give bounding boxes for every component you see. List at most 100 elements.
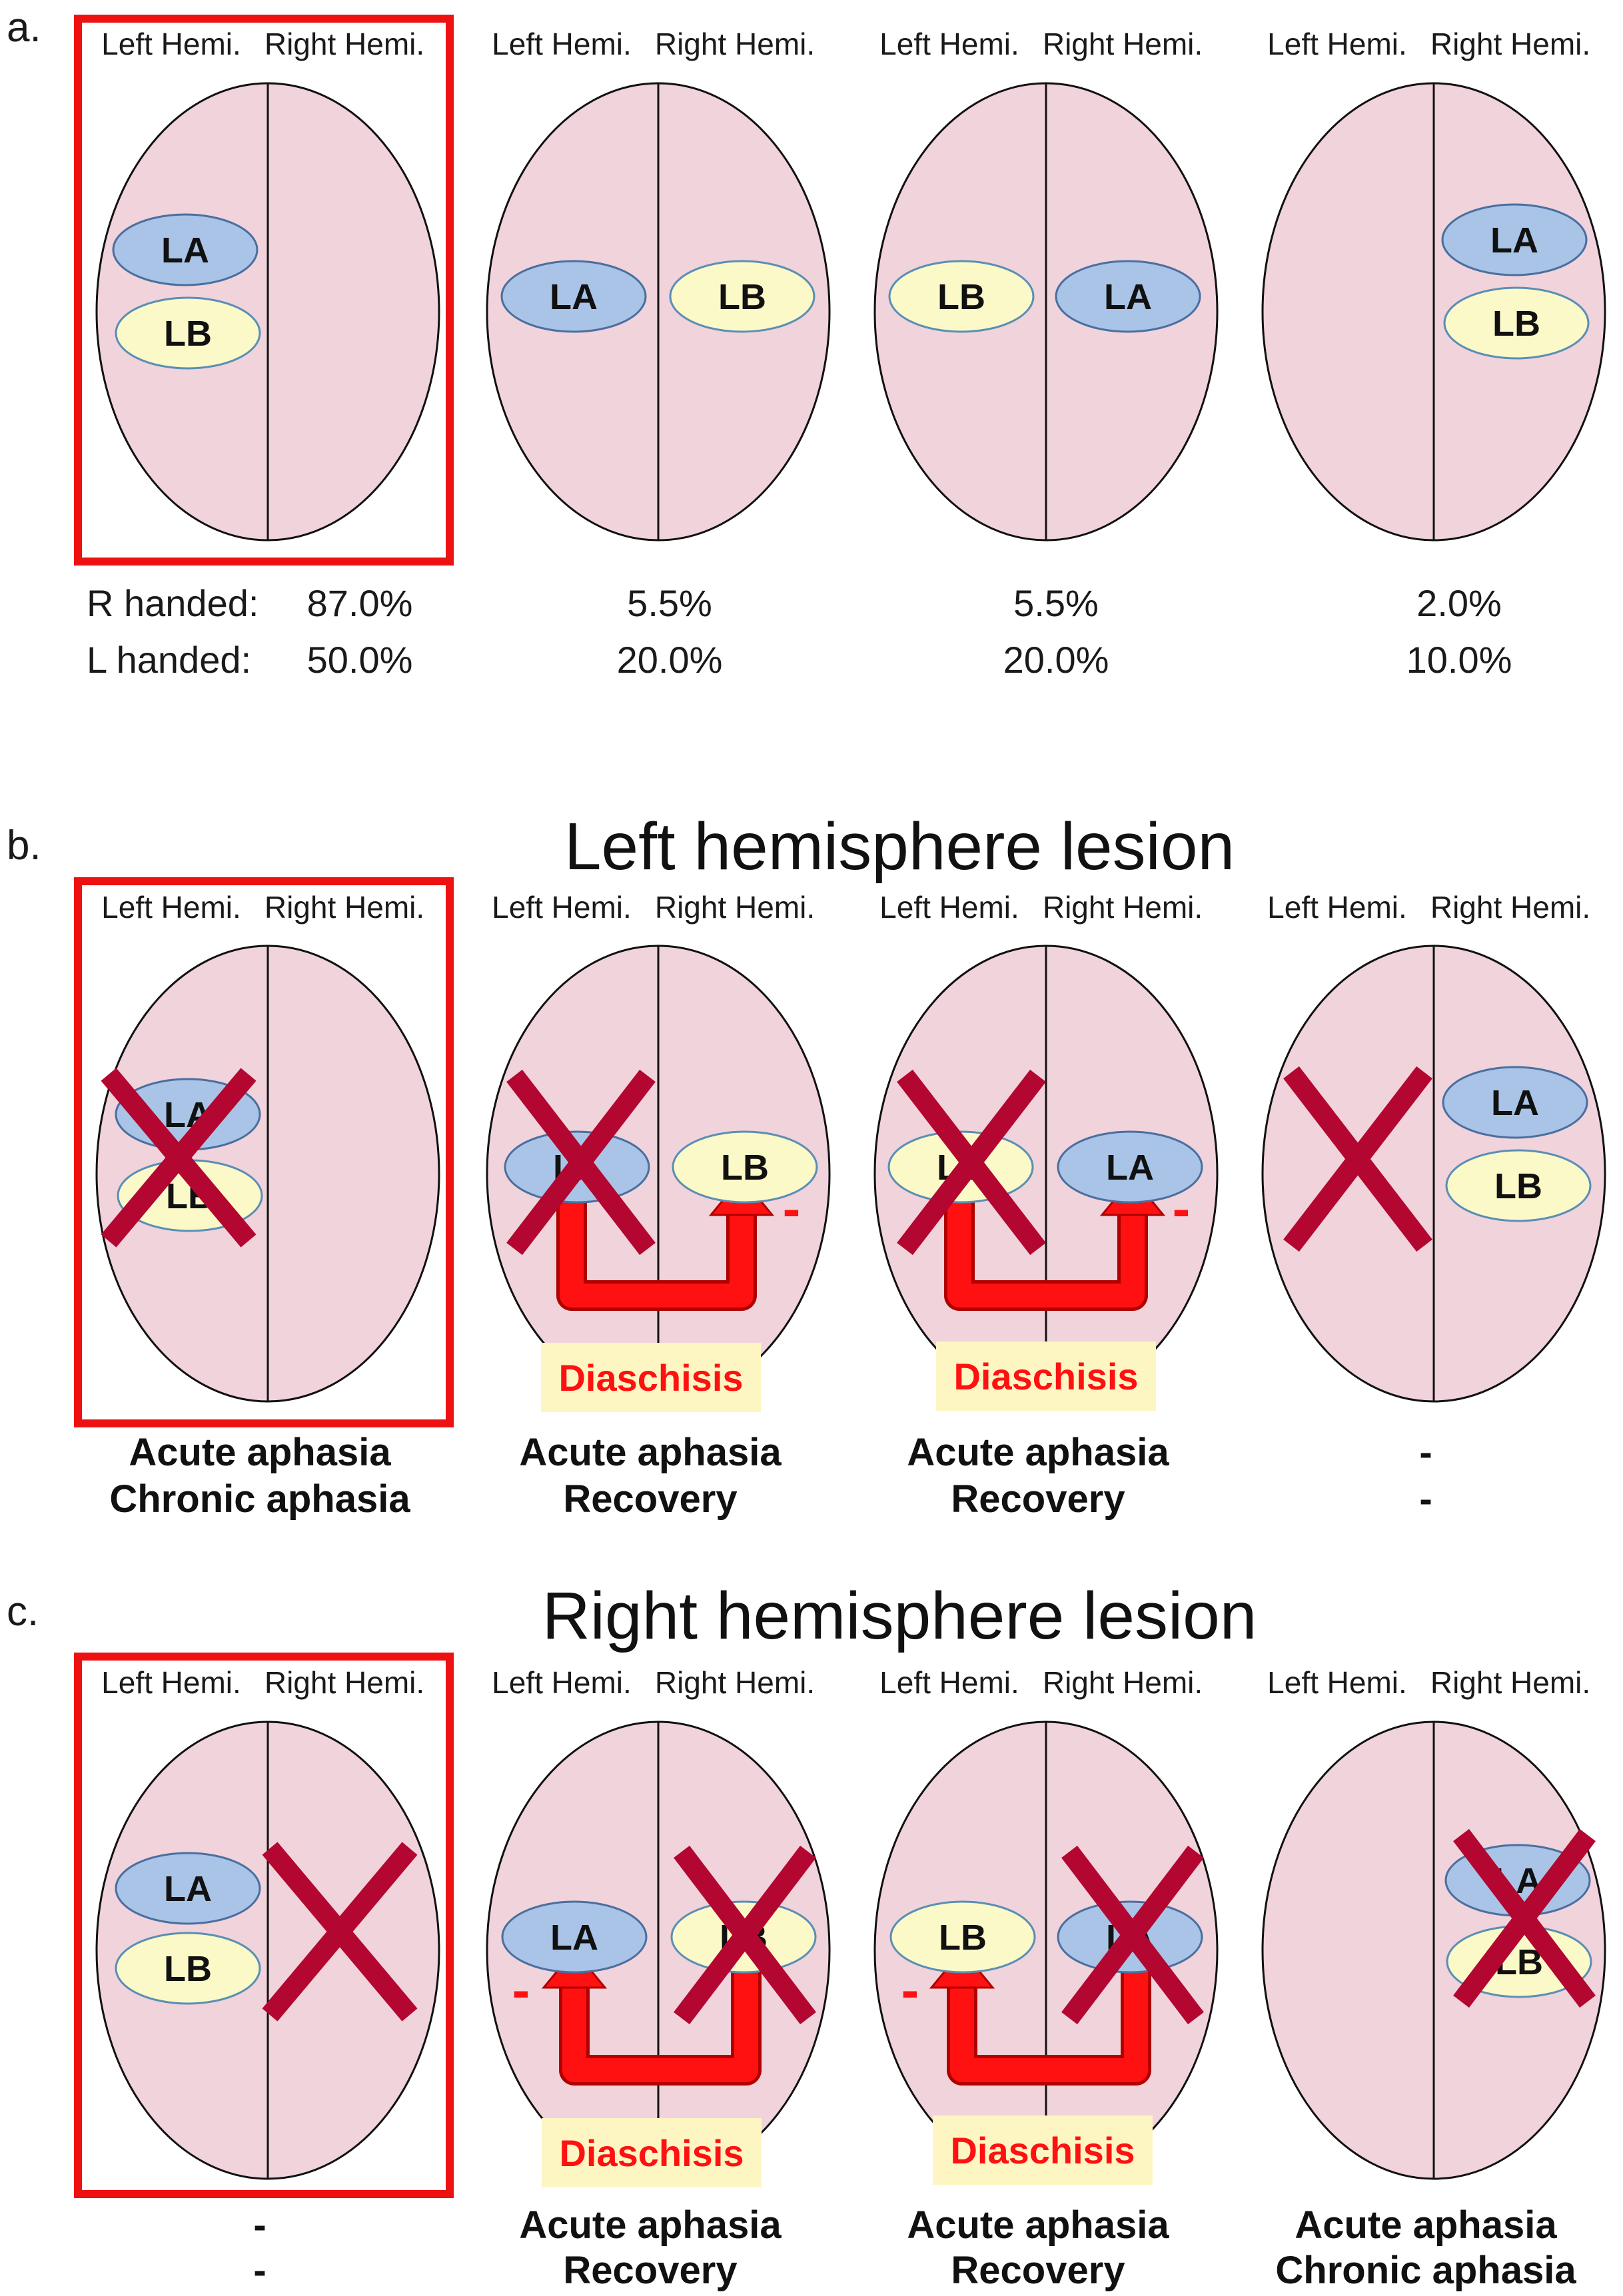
panel-c-letter: c. bbox=[7, 1589, 39, 1635]
a1-la-area bbox=[112, 213, 259, 286]
panel-b-brain-1: Left Hemi. Right Hemi. bbox=[95, 890, 440, 1403]
a3-lb-label: LB bbox=[937, 277, 985, 317]
r-handed-value-2: 5.5% bbox=[627, 582, 712, 624]
a1-la-label: LA bbox=[161, 230, 209, 270]
b4-lesion-x-mark-icon bbox=[1283, 1066, 1432, 1252]
c2-right-hemi-label: Right Hemi. bbox=[655, 1665, 815, 1700]
b2-right-hemi-label: Right Hemi. bbox=[655, 890, 815, 925]
c3-lesion-x-mark-icon bbox=[1061, 1845, 1204, 2025]
b4-la-area bbox=[1442, 1066, 1588, 1139]
panel-a-brain-2: Left Hemi. Right Hemi. bbox=[486, 27, 831, 542]
c3-caption-line-1: Acute aphasia bbox=[907, 2203, 1169, 2247]
a4-la-label: LA bbox=[1490, 220, 1538, 260]
c1-caption-line-2: - bbox=[253, 2249, 266, 2292]
c1-lesion-x-mark-icon bbox=[262, 1842, 418, 2022]
a1-lb-area bbox=[115, 296, 261, 370]
b2-diaschisis-u-turn-arrow-icon-shaft bbox=[560, 1192, 754, 1308]
b4-lb-label: LB bbox=[1494, 1166, 1542, 1206]
b4-lb-area bbox=[1445, 1149, 1592, 1222]
l-handed-value-3: 20.0% bbox=[1003, 639, 1109, 681]
c4-lesion-x-mark-icon bbox=[1453, 1828, 1596, 2008]
panel-c-brain-1: Left Hemi. Right Hemi. bbox=[95, 1665, 440, 2180]
c2-lesion-x-mark-icon bbox=[674, 1845, 816, 2025]
a1-lb-label: LB bbox=[164, 314, 212, 354]
b4-caption-line-2: - bbox=[1419, 1477, 1432, 1521]
panel-b-title: Left hemisphere lesion bbox=[564, 809, 1235, 884]
a3-lb-area bbox=[888, 260, 1035, 333]
a2-lb-area bbox=[669, 260, 815, 333]
a4-lb-label: LB bbox=[1492, 304, 1540, 344]
b1-right-hemi-label: Right Hemi. bbox=[265, 890, 424, 925]
panel-b: b. Left hemisphere lesion Left Hemi. Right … bbox=[7, 809, 1606, 1521]
b4-left-hemi-label: Left Hemi. bbox=[1267, 890, 1407, 925]
a2-la-area bbox=[500, 260, 647, 333]
c2-la-label: LA bbox=[550, 1918, 598, 1958]
panel-c-brain-4: Left Hemi. Right Hemi. bbox=[1261, 1665, 1606, 2180]
b2-lb-area bbox=[672, 1130, 818, 1204]
panel-c-title: Right hemisphere lesion bbox=[542, 1579, 1257, 1653]
b3-la-label: LA bbox=[1106, 1148, 1154, 1188]
c4-left-hemi-label: Left Hemi. bbox=[1267, 1665, 1407, 1700]
c2-left-hemi-label: Left Hemi. bbox=[492, 1665, 632, 1700]
c4-caption-line-1: Acute aphasia bbox=[1295, 2203, 1557, 2247]
b3-right-hemi-label: Right Hemi. bbox=[1043, 890, 1203, 925]
b4-la-label: LA bbox=[1491, 1083, 1539, 1123]
c1-lb-label: LB bbox=[164, 1949, 212, 1989]
l-handed-value-4: 10.0% bbox=[1406, 639, 1512, 681]
panel-a-brain-4: Left Hemi. Right Hemi. bbox=[1261, 27, 1606, 542]
b1-left-hemi-label: Left Hemi. bbox=[101, 890, 241, 925]
a3-la-area bbox=[1055, 260, 1201, 333]
b2-caption-line-2: Recovery bbox=[563, 1477, 737, 1521]
c3-diaschisis-label-bg bbox=[933, 2115, 1153, 2185]
b1-caption-line-1: Acute aphasia bbox=[129, 1431, 391, 1474]
c1-left-hemi-label: Left Hemi. bbox=[101, 1665, 241, 1700]
b2-lesion-x-mark-icon bbox=[506, 1069, 656, 1256]
c2-caption-line-2: Recovery bbox=[563, 2249, 737, 2292]
c2-diaschisis-u-turn-arrow-icon-shaft bbox=[562, 1965, 758, 2082]
r-handed-value-1: 87.0% bbox=[307, 582, 413, 624]
panel-a-highlight-frame bbox=[74, 15, 454, 566]
a2-left-hemi-label: Left Hemi. bbox=[492, 27, 632, 61]
b2-caption-line-1: Acute aphasia bbox=[519, 1431, 782, 1474]
r-handed-value-3: 5.5% bbox=[1013, 582, 1099, 624]
a2-lb-label: LB bbox=[718, 277, 766, 317]
r-handed-label: R handed: bbox=[87, 582, 259, 624]
c2-diaschisis-label-bg bbox=[542, 2118, 762, 2187]
c3-minus-sign: - bbox=[901, 1960, 919, 2020]
c2-la-area bbox=[501, 1900, 648, 1974]
c1-caption-line-1: - bbox=[253, 2203, 266, 2247]
b3-left-hemi-label: Left Hemi. bbox=[879, 890, 1019, 925]
a4-left-hemi-label: Left Hemi. bbox=[1267, 27, 1407, 61]
l-handed-value-1: 50.0% bbox=[307, 639, 413, 681]
panel-b-letter: b. bbox=[7, 823, 41, 869]
b4-right-hemi-label: Right Hemi. bbox=[1430, 890, 1590, 925]
l-handed-label: L handed: bbox=[87, 639, 251, 681]
c3-lb-label: LB bbox=[939, 1918, 987, 1958]
panel-a-letter: a. bbox=[7, 5, 41, 51]
b2-left-hemi-label: Left Hemi. bbox=[492, 890, 632, 925]
a4-right-hemi-label: Right Hemi. bbox=[1430, 27, 1590, 61]
c2-minus-sign: - bbox=[512, 1960, 530, 2020]
a2-la-label: LA bbox=[550, 277, 598, 317]
b2-diaschisis-label-bg bbox=[541, 1343, 761, 1412]
c3-right-hemi-label: Right Hemi. bbox=[1043, 1665, 1203, 1700]
b2-minus-sign: - bbox=[783, 1179, 801, 1238]
a1-left-hemi-label: Left Hemi. bbox=[101, 27, 241, 61]
c2-caption-line-1: Acute aphasia bbox=[519, 2203, 782, 2247]
panel-b-brain-4: Left Hemi. Right Hemi. bbox=[1261, 890, 1606, 1403]
panel-b-highlight-frame bbox=[74, 877, 454, 1427]
a3-la-label: LA bbox=[1104, 277, 1152, 317]
b4-caption-line-1: - bbox=[1419, 1431, 1432, 1474]
c3-diaschisis-u-turn-arrow-icon-shaft bbox=[950, 1965, 1148, 2082]
panel-c-highlight-frame bbox=[74, 1653, 454, 2198]
c3-left-hemi-label: Left Hemi. bbox=[879, 1665, 1019, 1700]
c2-diaschisis-label: Diaschisis bbox=[559, 2132, 744, 2174]
b3-caption-line-1: Acute aphasia bbox=[907, 1431, 1169, 1474]
b1-lesion-x-mark-icon bbox=[101, 1068, 257, 1248]
c3-caption-line-2: Recovery bbox=[951, 2249, 1125, 2292]
c3-diaschisis-label: Diaschisis bbox=[950, 2129, 1135, 2171]
c1-la-label: LA bbox=[164, 1869, 212, 1909]
c1-lb-area bbox=[115, 1932, 261, 2005]
b3-la-area bbox=[1057, 1130, 1203, 1204]
